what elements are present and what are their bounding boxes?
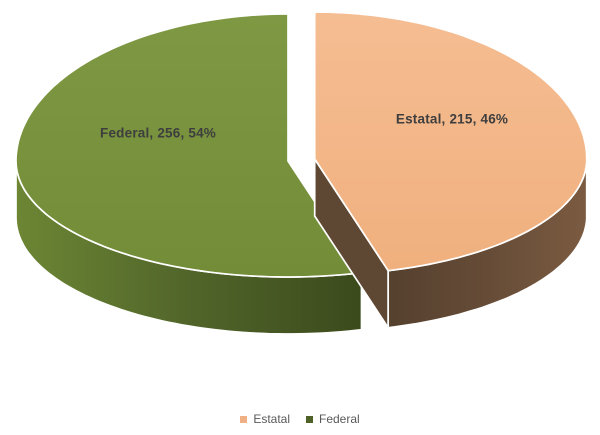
legend-item-federal: Federal — [306, 412, 360, 426]
chart-legend: Estatal Federal — [0, 412, 600, 426]
legend-label-estatal: Estatal — [253, 412, 290, 426]
pie-slice-federal — [15, 13, 363, 278]
legend-item-estatal: Estatal — [240, 412, 290, 426]
data-label-estatal: Estatal, 215, 46% — [395, 111, 509, 127]
legend-swatch-estatal — [240, 415, 248, 423]
data-label-federal: Federal, 256, 54% — [100, 125, 216, 141]
pie-slice-estatal — [313, 11, 588, 272]
legend-label-federal: Federal — [319, 412, 360, 426]
legend-swatch-federal — [306, 415, 313, 423]
pie-3d-group — [15, 11, 588, 335]
